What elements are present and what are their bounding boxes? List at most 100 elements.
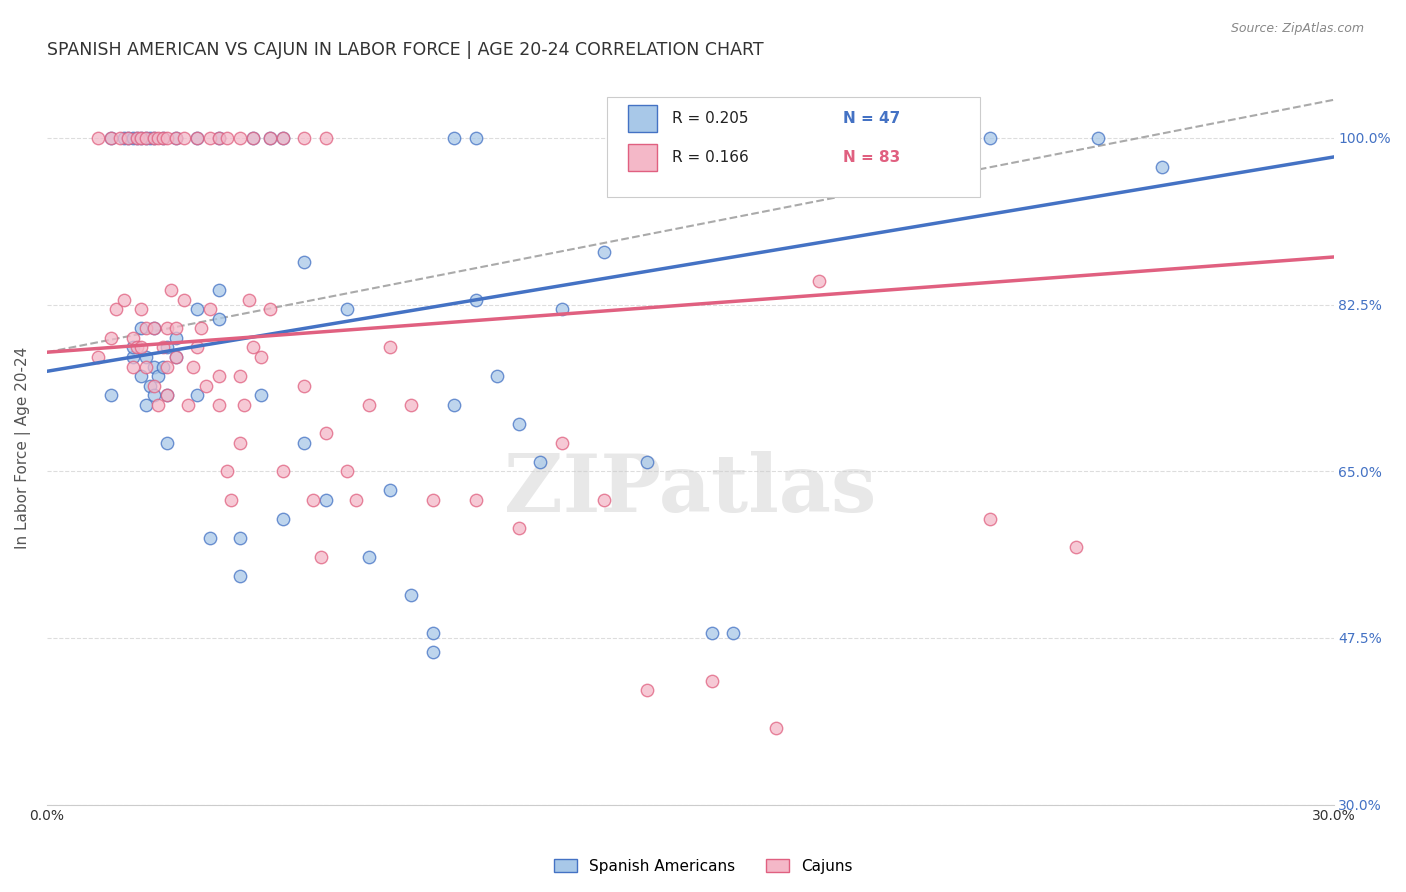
Point xyxy=(292,435,315,450)
Point xyxy=(1087,131,1109,145)
Point xyxy=(131,321,153,335)
Point xyxy=(315,131,337,145)
Point xyxy=(464,131,486,145)
Point xyxy=(125,131,148,145)
Point xyxy=(156,388,179,402)
FancyBboxPatch shape xyxy=(606,97,980,197)
Point xyxy=(131,131,153,145)
Point xyxy=(443,398,465,412)
Point xyxy=(1150,160,1173,174)
Point xyxy=(181,359,204,374)
Point xyxy=(152,131,174,145)
Point xyxy=(117,131,139,145)
Point xyxy=(135,359,157,374)
Point xyxy=(422,626,444,640)
Point xyxy=(194,378,217,392)
Point xyxy=(87,350,110,364)
Point xyxy=(100,331,122,345)
Point xyxy=(315,426,337,441)
Point xyxy=(186,131,208,145)
Point xyxy=(357,549,380,564)
Point xyxy=(121,331,143,345)
Point xyxy=(700,673,723,688)
Text: N = 47: N = 47 xyxy=(844,111,901,126)
Point xyxy=(259,131,281,145)
Point xyxy=(156,435,179,450)
Point xyxy=(160,283,183,297)
Point xyxy=(135,398,157,412)
Point xyxy=(112,293,135,307)
Point xyxy=(198,531,221,545)
Point xyxy=(636,455,658,469)
Point xyxy=(148,398,170,412)
Point xyxy=(207,398,229,412)
Point xyxy=(186,341,208,355)
Legend: Spanish Americans, Cajuns: Spanish Americans, Cajuns xyxy=(548,853,858,880)
Point xyxy=(165,350,187,364)
Point xyxy=(156,131,179,145)
Point xyxy=(721,626,744,640)
Point xyxy=(807,274,830,288)
Point xyxy=(143,131,166,145)
Point xyxy=(177,398,200,412)
Point xyxy=(104,302,127,317)
Point xyxy=(259,131,281,145)
Point xyxy=(156,359,179,374)
Point xyxy=(422,492,444,507)
Point xyxy=(302,492,325,507)
Point xyxy=(207,312,229,326)
Point xyxy=(165,331,187,345)
Point xyxy=(401,588,423,602)
Point xyxy=(357,398,380,412)
Point xyxy=(143,321,166,335)
Point xyxy=(401,398,423,412)
Point xyxy=(259,302,281,317)
Point xyxy=(207,131,229,145)
Point xyxy=(87,131,110,145)
Point xyxy=(165,350,187,364)
Point xyxy=(242,341,264,355)
Point xyxy=(336,464,359,478)
Point xyxy=(152,359,174,374)
Point xyxy=(250,350,273,364)
Point xyxy=(271,131,294,145)
Point xyxy=(508,417,530,431)
Point xyxy=(100,131,122,145)
Point xyxy=(143,321,166,335)
Point xyxy=(121,341,143,355)
Point xyxy=(112,131,135,145)
Point xyxy=(378,341,401,355)
Point xyxy=(315,492,337,507)
Point xyxy=(233,398,256,412)
Point xyxy=(173,131,195,145)
Point xyxy=(636,683,658,698)
Point xyxy=(121,131,143,145)
Point xyxy=(135,131,157,145)
Point xyxy=(198,131,221,145)
Point xyxy=(550,435,572,450)
Point xyxy=(186,388,208,402)
Point xyxy=(165,131,187,145)
Point xyxy=(100,131,122,145)
Point xyxy=(271,131,294,145)
Point xyxy=(131,341,153,355)
Point xyxy=(443,131,465,145)
FancyBboxPatch shape xyxy=(628,144,657,171)
Point xyxy=(217,131,239,145)
Point xyxy=(143,359,166,374)
Point xyxy=(108,131,131,145)
Point xyxy=(229,531,252,545)
Text: Source: ZipAtlas.com: Source: ZipAtlas.com xyxy=(1230,22,1364,36)
Point xyxy=(979,131,1001,145)
Point xyxy=(156,388,179,402)
Point xyxy=(221,492,243,507)
Text: R = 0.205: R = 0.205 xyxy=(672,111,749,126)
Point xyxy=(152,131,174,145)
Text: ZIPatlas: ZIPatlas xyxy=(505,451,876,529)
Point xyxy=(139,131,162,145)
Point xyxy=(198,302,221,317)
Point xyxy=(979,512,1001,526)
Point xyxy=(508,521,530,535)
Point xyxy=(529,455,551,469)
Point xyxy=(173,293,195,307)
